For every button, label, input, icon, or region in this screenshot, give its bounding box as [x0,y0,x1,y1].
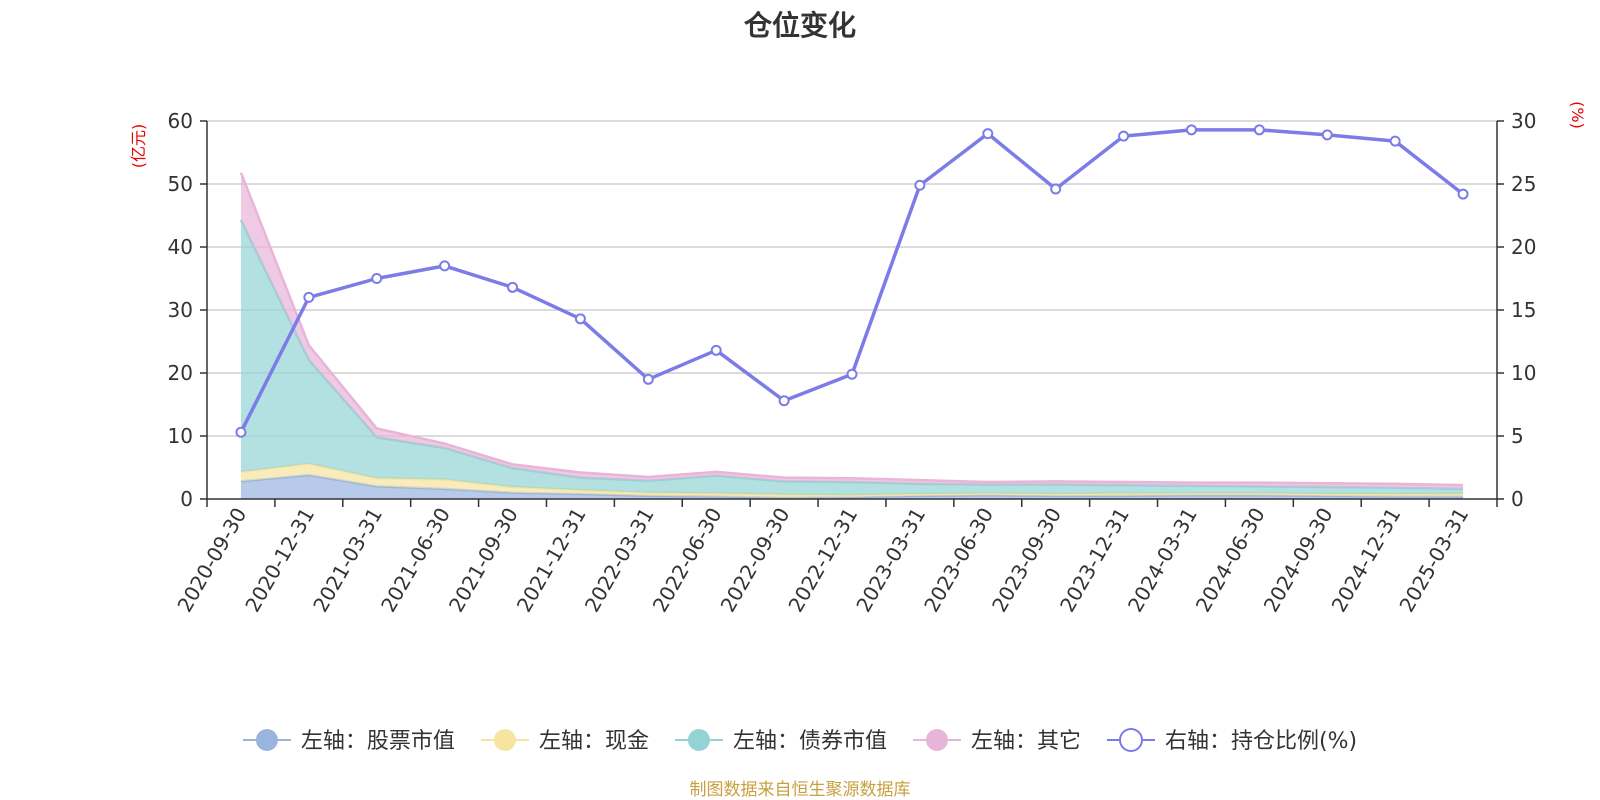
holding-ratio-point [1118,130,1130,142]
holding-ratio-line [235,124,1469,438]
data-source-note: 制图数据来自恒生聚源数据库 [689,780,911,800]
x-tick-label: 2022-09-30 [716,504,795,617]
legend-label: 右轴：持仓比例(%) [1165,729,1357,754]
holding-ratio-point [1050,183,1062,195]
legend-swatch-marker [687,729,710,751]
holding-ratio-point [914,179,926,191]
legend: 左轴：股票市值 左轴：现金 左轴：债券市值 左轴：其它 右轴：持仓比例(%) [242,728,1357,754]
holding-ratio-point [371,273,383,284]
left-y-tick-label: 20 [168,361,193,385]
x-tick-label: 2023-06-30 [919,504,998,617]
left-y-tick-label: 30 [168,298,193,322]
holding-ratio-point [778,395,790,407]
left-axis-unit: (亿元) [129,124,148,169]
x-tick-label: 2025-03-31 [1394,504,1473,617]
stacked-areas [239,172,1464,499]
area-edge-左轴：其它 [239,172,1464,487]
holding-ratio-point [982,128,994,140]
right-y-tick-label: 10 [1511,361,1536,385]
grid-lines [207,120,1497,437]
right-y-tick-label: 20 [1511,235,1536,259]
holding-ratio-point [507,281,519,293]
x-tick-label: 2021-03-31 [308,504,387,617]
holding-ratio-point [846,368,858,380]
x-tick-label: 2020-12-31 [240,504,319,617]
holding-ratio-point [574,313,586,325]
area-左轴：债券市值 [240,219,1464,496]
legend-label: 左轴：股票市值 [301,729,455,754]
holding-ratio-point [1321,129,1333,141]
holding-ratio-point [642,373,654,385]
holding-ratio-point [303,291,315,303]
holding-ratio-point [1253,124,1265,136]
left-y-tick-label: 0 [180,487,193,511]
holding-ratio-point [1185,124,1197,136]
x-tick-label: 2024-06-30 [1191,504,1270,617]
holding-ratio-point [1457,188,1469,200]
x-tick-label: 2023-09-30 [987,504,1066,617]
x-tick-label: 2022-12-31 [783,504,862,617]
right-y-tick-label: 15 [1511,298,1536,322]
left-y-tick-label: 40 [168,235,193,259]
x-tick-label: 2023-12-31 [1055,504,1134,617]
left-y-tick-label: 60 [168,109,193,133]
x-tick-label: 2022-06-30 [648,504,727,617]
x-tick-label: 2021-06-30 [376,504,455,617]
legend-swatch-marker [925,729,948,751]
holding-ratio-point [235,426,247,438]
legend-label: 左轴：现金 [539,729,649,754]
axes [200,120,1504,507]
right-y-tick-label: 5 [1511,424,1524,448]
y-tick-labels: 0 10 20 30 40 50 60 0 5 10 15 20 25 30 [168,109,1537,511]
legend-swatch-marker [255,729,278,751]
legend-label: 左轴：其它 [971,729,1081,754]
left-y-tick-label: 10 [168,424,193,448]
left-y-tick-label: 50 [168,172,193,196]
x-tick-label: 2021-09-30 [444,504,523,617]
x-tick-label: 2024-09-30 [1259,504,1338,617]
area-左轴：其它 [240,172,1464,489]
x-tick-label: 2024-12-31 [1327,504,1406,617]
holding-ratio-point [710,344,722,356]
x-tick-label: 2021-12-31 [512,504,591,617]
legend-swatch-marker [1118,728,1143,752]
x-tick-label: 2024-03-31 [1123,504,1202,617]
right-axis-unit: (%) [1568,101,1587,129]
x-tick-label: 2023-03-31 [851,504,930,617]
x-tick-label: 2022-03-31 [580,504,659,617]
holding-ratio-path [239,128,1465,434]
holding-ratio-point [1389,135,1401,147]
x-tick-labels: 2020-09-302020-12-312021-03-312021-06-30… [172,504,1473,617]
right-y-tick-label: 30 [1511,109,1536,133]
legend-label: 左轴：债券市值 [733,729,887,754]
x-tick-label: 2020-09-30 [172,504,251,617]
legend-swatch-marker [493,729,516,751]
holding-ratio-point [439,260,451,272]
right-y-tick-label: 0 [1511,487,1524,511]
chart-title: 仓位变化 [743,9,856,42]
right-y-tick-label: 25 [1511,172,1536,196]
